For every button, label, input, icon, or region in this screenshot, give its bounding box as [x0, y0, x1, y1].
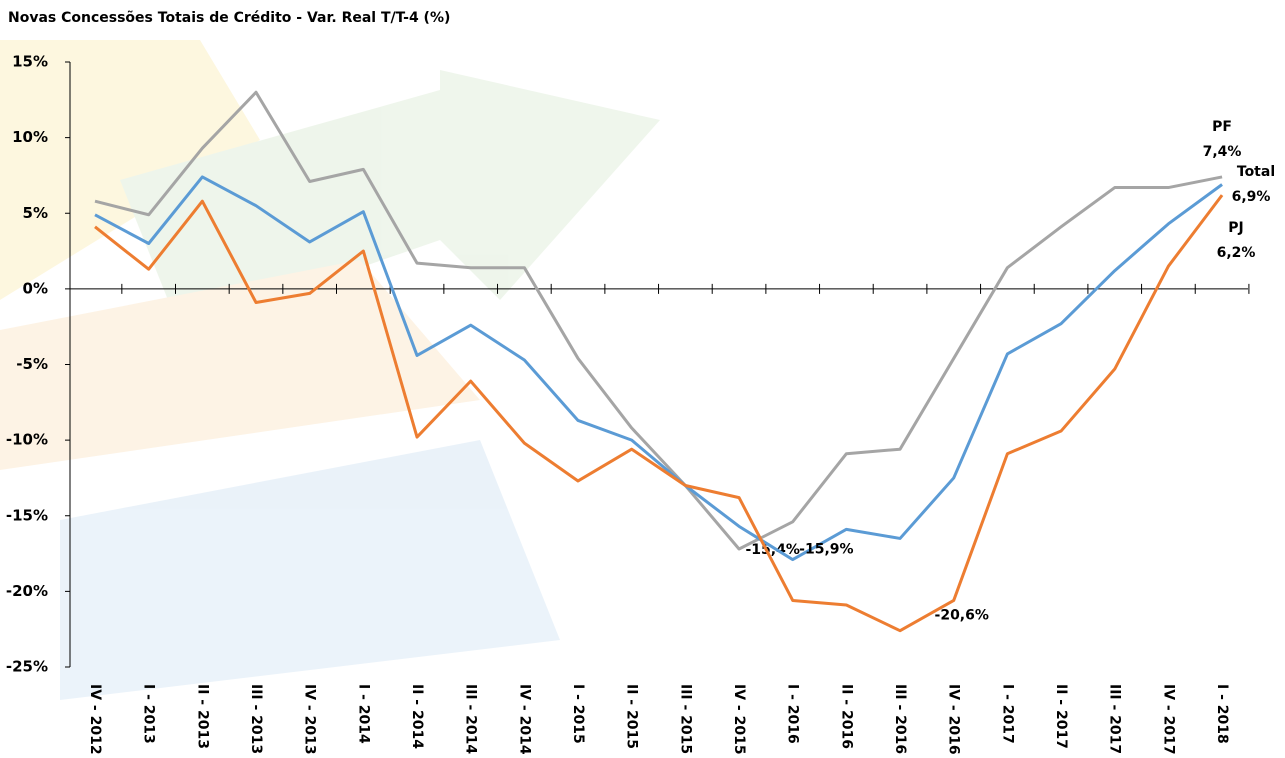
- x-tick-label: IV - 2016: [946, 684, 962, 755]
- series-line: [94, 175, 1223, 562]
- x-tick-label: IV - 2015: [731, 684, 747, 755]
- series-line: [94, 90, 1223, 551]
- data-label: -20,6%: [935, 607, 989, 623]
- y-tick-label: 10%: [12, 128, 48, 146]
- x-tick-label: IV - 2013: [302, 684, 318, 755]
- y-tick-label: 5%: [23, 204, 48, 222]
- series-line: [94, 194, 1224, 633]
- series-name: PF: [1212, 119, 1232, 135]
- x-tick-label: I - 2014: [355, 684, 371, 744]
- x-tick-label: II - 2017: [1053, 684, 1069, 749]
- data-label: -15,4%: [746, 542, 800, 558]
- y-tick-label: -20%: [6, 582, 48, 600]
- data-label: 7,4%: [1203, 144, 1242, 160]
- x-tick-label: III - 2017: [1107, 684, 1123, 754]
- data-label: -15,9%: [799, 541, 853, 557]
- y-tick-label: -10%: [6, 431, 48, 449]
- y-tick-label: 15%: [12, 53, 48, 71]
- x-tick-label: IV - 2014: [516, 684, 532, 755]
- x-tick-label: I - 2015: [570, 684, 586, 744]
- x-tick-label: I - 2018: [1214, 684, 1230, 744]
- series-name: Total: [1237, 164, 1275, 180]
- x-tick-label: III - 2016: [892, 684, 908, 754]
- data-label: 6,2%: [1217, 245, 1256, 261]
- chart-title: Novas Concessões Totais de Crédito - Var…: [8, 10, 450, 26]
- background-decoration: [0, 40, 660, 700]
- x-tick-label: II - 2015: [624, 684, 640, 749]
- x-tick-label: III - 2013: [248, 684, 264, 754]
- x-tick-label: I - 2016: [785, 684, 801, 744]
- x-tick-label: III - 2015: [677, 684, 693, 754]
- x-tick-label: II - 2016: [838, 684, 854, 749]
- data-label: 6,9%: [1232, 189, 1271, 205]
- x-tick-label: III - 2014: [463, 684, 479, 754]
- x-tick-label: IV - 2012: [87, 684, 103, 755]
- y-tick-label: 0%: [23, 279, 48, 297]
- y-tick-label: -5%: [16, 355, 48, 373]
- x-tick-label: II - 2014: [409, 684, 425, 749]
- y-tick-label: -15%: [6, 506, 48, 524]
- y-tick-label: -25%: [6, 658, 48, 676]
- x-tick-label: IV - 2017: [1160, 684, 1176, 755]
- series-name: PJ: [1228, 220, 1243, 236]
- x-tick-label: I - 2013: [141, 684, 157, 744]
- x-tick-label: I - 2017: [999, 684, 1015, 744]
- x-tick-label: II - 2013: [194, 684, 210, 749]
